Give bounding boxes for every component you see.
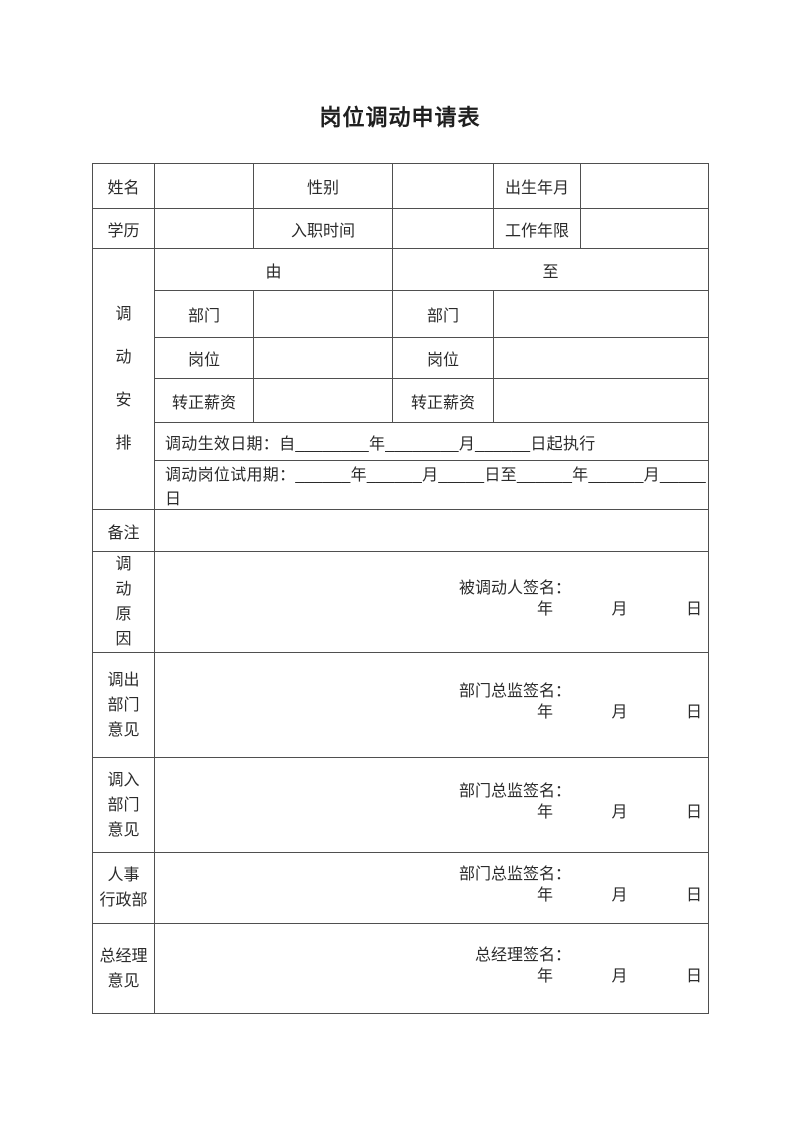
- outgoing-department-opinion-cell[interactable]: 部门总监签名： 年 月 日: [154, 652, 709, 758]
- name-label: 姓名: [92, 163, 155, 209]
- day-word: 日: [685, 704, 702, 721]
- education-input-cell[interactable]: [154, 208, 254, 249]
- hr-admin-department-cell[interactable]: 部门总监签名： 年 月 日: [154, 852, 709, 924]
- birth-date-label: 出生年月: [493, 163, 581, 209]
- hr-admin-department-label: 人事 行政部: [92, 852, 155, 924]
- year-word: 年: [537, 967, 554, 985]
- transferee-signature-label: 被调动人签名：: [458, 580, 571, 597]
- signature-block: 部门总监签名： 年 月 日: [156, 781, 708, 823]
- education-label: 学历: [92, 208, 155, 249]
- signature-date-line: 年 月 日: [156, 966, 708, 987]
- year-word: 年: [537, 804, 554, 821]
- transfer-from-header: 由: [154, 248, 393, 291]
- to-position-label: 岗位: [392, 337, 494, 379]
- month-word: 月: [611, 704, 628, 721]
- from-department-label: 部门: [154, 290, 254, 338]
- transfer-arrangement-section-label: 调 动 安 排: [92, 248, 155, 510]
- outgoing-department-opinion-label: 调出 部门 意见: [92, 652, 155, 758]
- signature-date-line: 年 月 日: [156, 702, 708, 723]
- hire-date-input-cell[interactable]: [392, 208, 494, 249]
- from-salary-label: 转正薪资: [154, 378, 254, 423]
- basic-info-row-1: 姓名 性别 出生年月: [92, 163, 709, 209]
- incoming-department-opinion-row: 调入 部门 意见 部门总监签名： 年 月 日: [92, 757, 709, 853]
- to-position-input-cell[interactable]: [493, 337, 709, 379]
- effective-date-row: 调动生效日期：自________年________月______日起执行: [93, 422, 709, 461]
- transfer-reason-row: 调 动 原 因 被调动人签名： 年 月 日: [92, 551, 709, 653]
- department-director-signature-label: 部门总监签名：: [458, 866, 571, 883]
- year-word: 年: [537, 704, 554, 721]
- to-department-label: 部门: [392, 290, 494, 338]
- from-salary-input-cell[interactable]: [253, 378, 393, 423]
- effective-date-fill-line[interactable]: 调动生效日期：自________年________月______日起执行: [154, 422, 709, 461]
- general-manager-opinion-row: 总经理 意见 总经理签名： 年 月 日: [92, 923, 709, 1014]
- form-title: 岗位调动申请表: [319, 105, 481, 130]
- transfer-from-to-header-row: 调 动 安 排 由 至: [92, 248, 709, 510]
- signature-block: 部门总监签名： 年 月 日: [156, 864, 708, 906]
- work-years-label: 工作年限: [493, 208, 581, 249]
- signature-date-line: 年 月 日: [156, 885, 708, 906]
- remarks-input-cell[interactable]: [154, 509, 709, 552]
- transfer-position-row: 岗位 岗位: [93, 337, 709, 379]
- gender-input-cell[interactable]: [392, 163, 494, 209]
- work-years-input-cell[interactable]: [580, 208, 709, 249]
- signature-block: 部门总监签名： 年 月 日: [156, 681, 708, 723]
- general-manager-signature-label: 总经理签名：: [474, 946, 571, 964]
- trial-period-row: 调动岗位试用期：______年______月_____日至______年____…: [93, 460, 709, 510]
- signature-block: 总经理签名： 年 月 日: [156, 945, 708, 987]
- birth-date-input-cell[interactable]: [580, 163, 709, 209]
- month-word: 月: [611, 804, 628, 821]
- incoming-department-opinion-label: 调入 部门 意见: [92, 757, 155, 853]
- remarks-row: 备注: [92, 509, 709, 552]
- month-word: 月: [611, 887, 628, 904]
- trial-period-fill-line[interactable]: 调动岗位试用期：______年______月_____日至______年____…: [154, 460, 709, 510]
- signature-date-line: 年 月 日: [156, 802, 708, 823]
- day-word: 日: [685, 804, 702, 821]
- basic-info-row-2: 学历 入职时间 工作年限: [92, 208, 709, 249]
- from-position-label: 岗位: [154, 337, 254, 379]
- to-salary-label: 转正薪资: [392, 378, 494, 423]
- transfer-to-header: 至: [392, 248, 709, 291]
- day-word: 日: [685, 601, 702, 618]
- general-manager-opinion-label: 总经理 意见: [92, 923, 155, 1014]
- transfer-department-row: 部门 部门: [93, 290, 709, 338]
- incoming-department-opinion-cell[interactable]: 部门总监签名： 年 月 日: [154, 757, 709, 853]
- signature-block: 被调动人签名： 年 月 日: [156, 578, 708, 620]
- general-manager-opinion-cell[interactable]: 总经理签名： 年 月 日: [154, 923, 709, 1014]
- to-salary-input-cell[interactable]: [493, 378, 709, 423]
- transfer-reason-input-cell[interactable]: 被调动人签名： 年 月 日: [154, 551, 709, 653]
- transfer-reason-label: 调 动 原 因: [92, 551, 155, 653]
- gender-label: 性别: [253, 163, 393, 209]
- signature-date-line: 年 月 日: [156, 599, 708, 620]
- year-word: 年: [537, 887, 554, 904]
- transfer-salary-row: 转正薪资 转正薪资: [93, 378, 709, 423]
- from-position-input-cell[interactable]: [253, 337, 393, 379]
- day-word: 日: [685, 887, 702, 904]
- month-word: 月: [611, 601, 628, 618]
- from-department-input-cell[interactable]: [253, 290, 393, 338]
- hr-admin-department-row: 人事 行政部 部门总监签名： 年 月 日: [92, 852, 709, 924]
- day-word: 日: [685, 967, 702, 985]
- month-word: 月: [611, 967, 628, 985]
- name-input-cell[interactable]: [154, 163, 254, 209]
- department-director-signature-label: 部门总监签名：: [458, 683, 571, 700]
- to-department-input-cell[interactable]: [493, 290, 709, 338]
- remarks-label: 备注: [92, 509, 155, 552]
- hire-date-label: 入职时间: [253, 208, 393, 249]
- transfer-application-form: 姓名 性别 出生年月 学历 入职时间 工作年限 调 动 安 排 由 至 部门 部…: [92, 163, 709, 1014]
- year-word: 年: [537, 601, 554, 618]
- department-director-signature-label: 部门总监签名：: [458, 783, 571, 800]
- outgoing-department-opinion-row: 调出 部门 意见 部门总监签名： 年 月 日: [92, 652, 709, 758]
